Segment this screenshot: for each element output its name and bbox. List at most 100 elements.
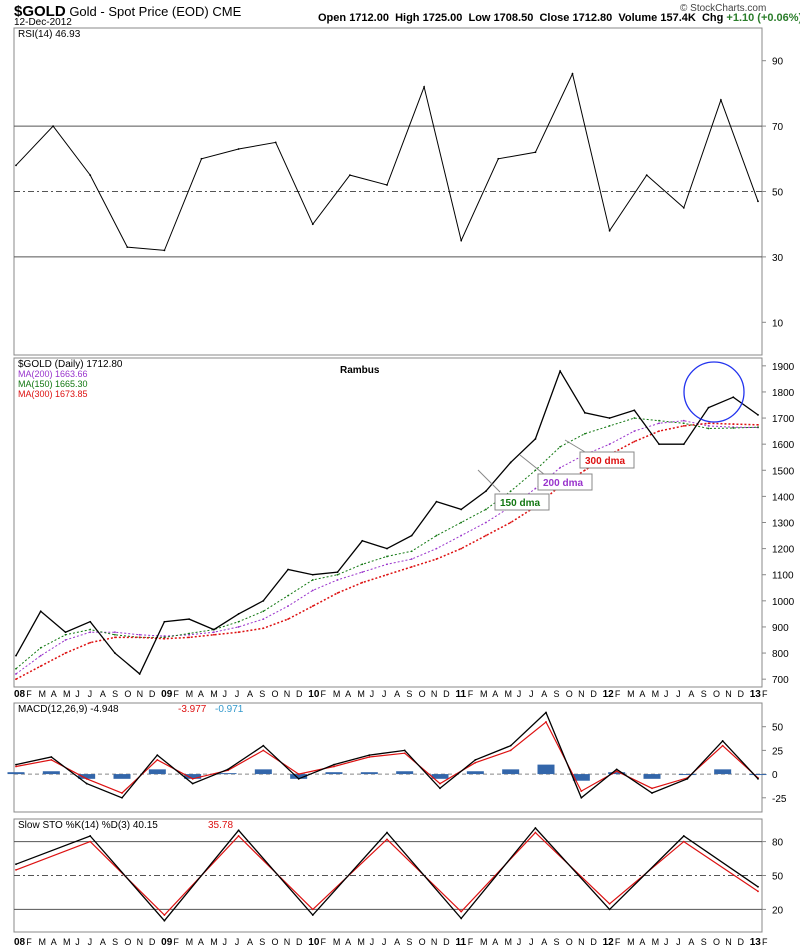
x-tick-label: A — [247, 937, 253, 947]
data-point — [559, 370, 562, 372]
data-point — [262, 749, 265, 752]
x-tick-label: J — [529, 937, 534, 947]
x-tick-label: S — [406, 937, 412, 947]
y-tick-label: 1700 — [772, 414, 795, 425]
data-point — [227, 768, 229, 771]
x-tick-label: F — [173, 937, 179, 947]
x-tick-label: A — [394, 689, 400, 699]
data-point — [534, 831, 537, 834]
x-tick-label: F — [321, 689, 327, 699]
x-tick-label: F — [468, 937, 474, 947]
data-point — [707, 424, 710, 427]
x-tick-label: A — [198, 937, 204, 947]
data-point — [386, 573, 388, 576]
x-tick-label: 09 — [161, 689, 173, 700]
x-tick-label: A — [345, 689, 351, 699]
data-point — [545, 721, 547, 723]
x-tick-label: N — [284, 689, 291, 699]
data-point — [349, 174, 351, 177]
x-tick-label: A — [639, 689, 645, 699]
data-point — [608, 417, 611, 419]
data-point — [15, 763, 17, 766]
macd-histogram-bar — [431, 774, 449, 779]
data-point — [474, 758, 477, 761]
macd-histogram-bar — [184, 774, 202, 779]
data-point — [682, 443, 685, 446]
data-point — [64, 633, 67, 636]
y-tick-label: 1500 — [772, 466, 795, 477]
data-point — [439, 787, 441, 790]
y-tick-label: 1300 — [772, 519, 795, 530]
x-tick-label: M — [63, 689, 71, 699]
x-tick-label: S — [554, 689, 560, 699]
data-point — [311, 908, 314, 911]
data-point — [237, 612, 240, 615]
y-tick-label: 1800 — [772, 388, 795, 399]
data-point — [608, 902, 611, 905]
data-point — [545, 711, 547, 714]
x-tick-label: M — [39, 689, 47, 699]
data-point — [311, 589, 314, 592]
y-tick-label: 1600 — [772, 440, 795, 451]
annotation-label: 300 dma — [585, 456, 625, 467]
x-tick-label: D — [149, 937, 156, 947]
y-tick-label: -25 — [772, 794, 787, 805]
data-point — [386, 563, 388, 566]
macd-histogram-bar — [643, 774, 661, 779]
y-tick-label: 1200 — [772, 545, 795, 556]
x-tick-label: M — [186, 689, 194, 699]
data-point — [721, 740, 724, 742]
data-point — [39, 654, 42, 657]
x-tick-label: M — [627, 937, 635, 947]
legend-ma150: MA(150) 1665.30 — [18, 379, 88, 389]
x-tick-label: J — [676, 689, 681, 699]
data-point — [485, 508, 487, 511]
x-tick-label: M — [480, 937, 488, 947]
y-tick-label: 700 — [772, 675, 789, 686]
y-tick-label: 1400 — [772, 492, 795, 503]
data-point — [460, 521, 463, 524]
data-point — [485, 521, 487, 524]
data-point — [658, 419, 660, 422]
y-tick-label: 30 — [772, 253, 784, 264]
data-point — [212, 628, 215, 631]
data-point — [89, 631, 92, 634]
data-point — [651, 792, 653, 794]
data-point — [386, 831, 388, 834]
x-tick-label: J — [88, 689, 93, 699]
data-point — [188, 636, 191, 639]
x-tick-label: 12 — [603, 937, 615, 948]
data-point — [39, 646, 42, 649]
x-tick-label: 08 — [14, 937, 26, 948]
data-point — [757, 200, 759, 203]
data-point — [163, 637, 166, 640]
data-point — [658, 430, 660, 433]
data-point — [435, 500, 438, 503]
data-point — [287, 594, 289, 597]
data-point — [707, 422, 710, 425]
x-tick-label: O — [124, 689, 131, 699]
data-point — [336, 573, 339, 576]
macd-histogram-bar — [148, 769, 166, 775]
data-point — [410, 534, 413, 537]
data-point — [336, 579, 339, 581]
x-tick-label: N — [431, 689, 438, 699]
annotation-label: 200 dma — [543, 478, 583, 489]
annotation-box — [579, 451, 635, 469]
x-tick-label: A — [688, 689, 694, 699]
data-point — [163, 914, 166, 916]
data-point — [85, 777, 88, 780]
data-point — [15, 654, 17, 657]
x-tick-label: N — [578, 689, 585, 699]
data-point — [163, 620, 166, 623]
macd-histogram-bar — [396, 771, 414, 775]
data-point — [368, 756, 371, 758]
x-tick-label: J — [222, 689, 227, 699]
data-point — [435, 534, 438, 537]
x-tick-label: A — [394, 937, 400, 947]
data-point — [64, 639, 67, 641]
macd-title: MACD(12,26,9) -4.948 — [18, 704, 119, 715]
x-tick-label: N — [137, 937, 144, 947]
